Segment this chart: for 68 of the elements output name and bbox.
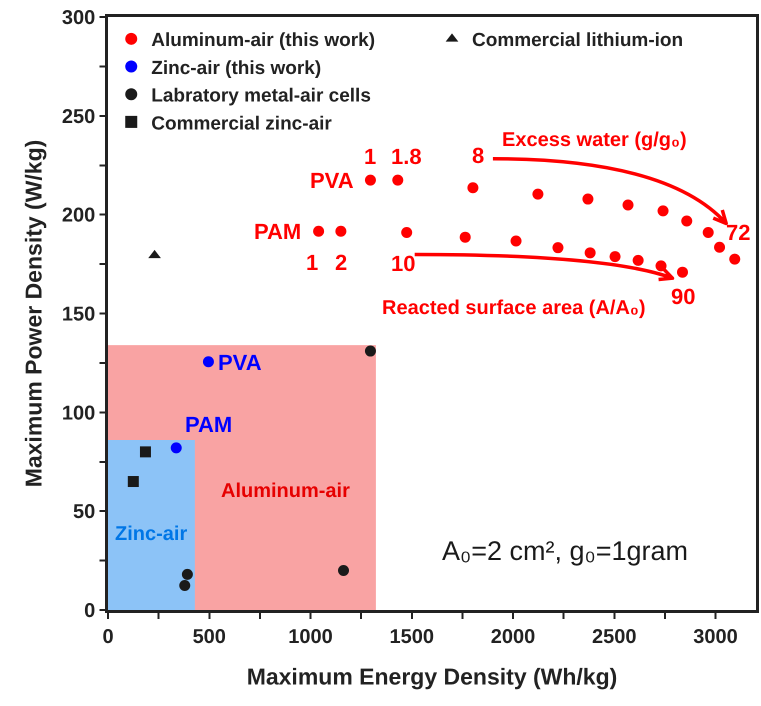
x-axis-title: Maximum Energy Density (Wh/kg) — [246, 663, 618, 690]
y-tick-label: 250 — [62, 106, 96, 128]
point — [622, 199, 634, 210]
point — [335, 226, 346, 237]
point — [532, 188, 544, 200]
x-tick-label: 1000 — [288, 626, 333, 648]
point — [392, 174, 404, 186]
y-tick-label: 300 — [62, 7, 96, 29]
annotation: 1 — [364, 144, 376, 169]
point — [182, 568, 193, 580]
y-axis-title: Maximum Power Density (W/kg) — [20, 140, 46, 488]
annotation: 2 — [335, 250, 348, 275]
point — [510, 235, 522, 246]
annotation: 1.8 — [391, 144, 422, 169]
y-tick-label: 200 — [62, 204, 96, 227]
x-tick-label: 2000 — [490, 626, 536, 648]
x-tick-label: 500 — [192, 626, 226, 648]
point — [364, 174, 376, 186]
point — [460, 232, 471, 243]
point — [714, 242, 726, 253]
point — [681, 215, 692, 226]
y-tick-label: 0 — [84, 600, 96, 622]
point — [128, 476, 139, 488]
point — [313, 226, 324, 237]
point — [676, 266, 688, 278]
point — [610, 251, 621, 262]
annotation: 8 — [472, 143, 484, 168]
annotation: PVA — [310, 168, 354, 193]
point — [582, 194, 594, 205]
annotation: 10 — [391, 251, 416, 276]
y-tick-label: 150 — [62, 304, 96, 326]
point — [729, 254, 740, 265]
x-tick-label: 2500 — [592, 626, 636, 648]
x-tick-label: 3000 — [693, 626, 738, 648]
point — [179, 580, 190, 591]
point — [467, 182, 478, 194]
point — [702, 226, 714, 238]
legend-label: Aluminum-air (this work) — [151, 30, 376, 52]
legend-label: Zinc-air (this work) — [151, 58, 322, 79]
annotation: Excess water (g/g₀) — [502, 129, 687, 151]
point — [656, 260, 667, 272]
annotation: 72 — [726, 220, 750, 245]
point — [658, 205, 669, 216]
annotation: PVA — [218, 350, 262, 375]
legend-label: Labratory metal-air cells — [151, 86, 371, 107]
point — [170, 442, 182, 454]
annotation: A₀=2 cm², g₀=1gram — [442, 536, 688, 566]
point — [338, 564, 350, 576]
y-tick-label: 50 — [73, 501, 96, 524]
point — [584, 247, 596, 258]
y-tick-label: 100 — [62, 402, 96, 424]
point — [552, 242, 564, 254]
series-label: Aluminum-air — [221, 480, 350, 502]
annotation: PAM — [254, 219, 302, 244]
point — [140, 446, 151, 458]
series-label: Zinc-air — [115, 523, 188, 545]
point — [364, 346, 376, 357]
point — [202, 356, 214, 368]
x-tick-label: 0 — [102, 626, 114, 648]
annotation: Reacted surface area (A/A₀) — [382, 297, 646, 319]
point — [632, 254, 644, 266]
annotation: 1 — [306, 250, 318, 275]
legend-label: Commercial lithium-ion — [472, 30, 684, 52]
annotation: PAM — [185, 412, 232, 437]
annotation: 90 — [671, 284, 696, 309]
x-tick-label: 1500 — [390, 626, 434, 648]
legend-label: Commercial zinc-air — [151, 113, 332, 134]
point — [401, 226, 412, 238]
